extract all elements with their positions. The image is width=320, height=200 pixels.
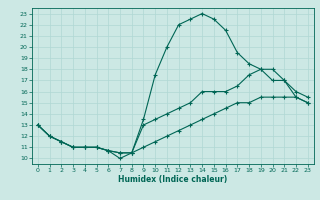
X-axis label: Humidex (Indice chaleur): Humidex (Indice chaleur) [118, 175, 228, 184]
